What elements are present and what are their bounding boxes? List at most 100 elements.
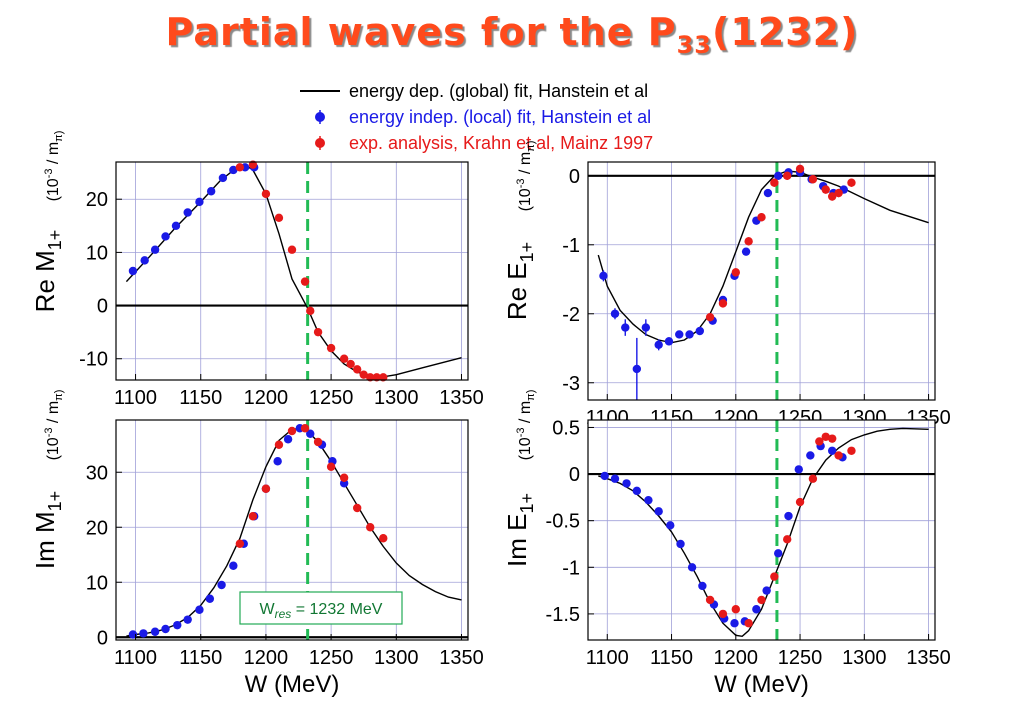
- red-data-point: [815, 437, 824, 446]
- red-data-point: [808, 175, 818, 184]
- blue-data-point: [730, 619, 739, 628]
- y-tick-label: 0: [569, 464, 580, 486]
- legend-blue-point-icon: [315, 110, 325, 124]
- blue-data-point: [139, 629, 148, 638]
- red-data-point: [339, 354, 349, 363]
- plot-frame: [587, 419, 936, 641]
- x-tick-label: 1300: [374, 647, 419, 669]
- red-data-point: [300, 424, 310, 433]
- y-tick-label: 30: [86, 462, 108, 484]
- red-data-point: [705, 313, 715, 322]
- blue-data-point: [128, 266, 138, 276]
- red-data-point: [261, 484, 271, 493]
- x-tick-label: 1200: [244, 387, 289, 409]
- plot-area: [588, 420, 935, 640]
- blue-data-point: [698, 581, 707, 591]
- blue-data-point: [774, 171, 783, 180]
- x-tick-label: 1150: [650, 647, 693, 669]
- x-tick-label: 1300: [842, 647, 887, 669]
- x-tick-label: 1350: [906, 647, 951, 669]
- plot-area: [116, 162, 468, 380]
- blue-data-point: [205, 594, 215, 603]
- blue-data-point: [150, 245, 160, 254]
- blue-data-point: [666, 521, 675, 530]
- red-data-point: [339, 473, 349, 482]
- red-data-point: [326, 462, 336, 471]
- blue-data-point: [654, 507, 663, 516]
- x-tick-label: 1250: [309, 647, 354, 669]
- red-data-point: [770, 572, 779, 581]
- red-data-point: [808, 474, 818, 483]
- blue-data-point: [140, 256, 149, 265]
- red-data-point: [827, 192, 837, 201]
- plot-area: [588, 162, 935, 400]
- red-data-point: [274, 213, 284, 223]
- blue-data-point: [687, 563, 697, 572]
- red-data-point: [827, 434, 837, 443]
- blue-data-point: [273, 457, 282, 466]
- blue-data-point: [150, 627, 160, 636]
- blue-data-point: [806, 451, 815, 460]
- red-data-point: [757, 595, 766, 605]
- y-axis-label: Im M1+: [30, 491, 65, 569]
- blue-data-point: [306, 429, 315, 438]
- red-data-point: [705, 595, 715, 605]
- y-tick-label: -1: [562, 557, 580, 579]
- y-tick-label: 0.5: [552, 417, 580, 439]
- plot-frame: [115, 161, 469, 381]
- blue-data-point: [762, 586, 771, 595]
- red-data-point: [346, 359, 355, 369]
- blue-data-point: [622, 479, 631, 488]
- red-data-point: [847, 178, 856, 187]
- y-axis-label: Im E1+: [502, 493, 537, 567]
- x-tick-label: 1100: [586, 647, 629, 669]
- red-data-point: [744, 619, 753, 628]
- global-fit-curve: [598, 427, 929, 638]
- red-data-point: [718, 609, 728, 619]
- red-data-point: [821, 432, 830, 441]
- x-tick-label: 1150: [179, 387, 222, 409]
- blue-data-point: [774, 549, 783, 558]
- x-tick-label: 1100: [114, 647, 157, 669]
- red-data-point: [306, 306, 315, 316]
- blue-data-point: [610, 309, 620, 318]
- red-data-point: [313, 327, 323, 337]
- blue-data-point: [206, 187, 216, 196]
- red-data-point: [235, 163, 245, 172]
- resonance-label: Wres = 1232 MeV: [260, 601, 383, 621]
- resonance-label-box: [239, 591, 403, 625]
- blue-data-point: [195, 197, 204, 207]
- red-data-point: [379, 534, 388, 543]
- x-tick-label: 1150: [179, 647, 222, 669]
- red-data-point: [261, 189, 271, 199]
- x-tick-label: 1200: [714, 647, 759, 669]
- red-data-point: [834, 451, 843, 460]
- red-data-point: [326, 343, 336, 353]
- red-data-point: [821, 185, 830, 194]
- blue-data-point: [161, 624, 170, 634]
- red-data-point: [834, 188, 843, 198]
- blue-data-point: [632, 486, 642, 496]
- x-axis-label: W (MeV): [245, 671, 340, 698]
- blue-data-point: [183, 615, 192, 624]
- blue-data-point: [632, 364, 642, 374]
- blue-data-point: [283, 435, 293, 444]
- blue-data-point: [173, 620, 182, 630]
- y-units-label: (10-3 / mπ): [43, 131, 65, 202]
- blue-data-point: [599, 271, 608, 281]
- legend-label: exp. analysis, Krahn et al, Mainz 1997: [349, 133, 654, 153]
- red-data-point: [795, 164, 805, 174]
- y-tick-label: -1: [562, 235, 580, 257]
- blue-data-point: [695, 326, 705, 336]
- y-tick-label: 0: [569, 166, 580, 188]
- y-axis-label: Re M1+: [30, 230, 65, 313]
- blue-data-point: [217, 580, 226, 590]
- blue-data-point: [784, 511, 793, 521]
- y-tick-label: 20: [86, 189, 108, 211]
- blue-data-point: [621, 323, 630, 332]
- plot-frame: [115, 419, 469, 641]
- y-units-label: (10-3 / mπ): [43, 390, 65, 461]
- x-tick-label: 1250: [778, 647, 823, 669]
- legend-label: energy indep. (local) fit, Hanstein et a…: [349, 107, 652, 127]
